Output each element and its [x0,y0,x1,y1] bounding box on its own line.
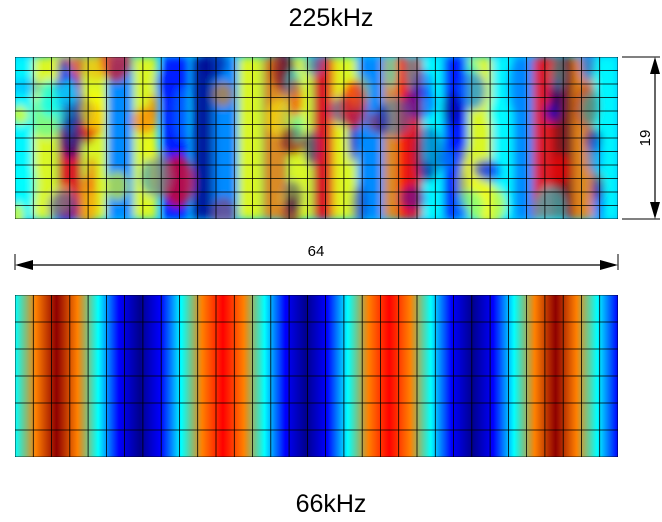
top-panel [15,57,618,219]
top-panel-mesh [15,57,618,219]
width-arrow-right [600,260,618,270]
width-arrow-left [15,260,33,270]
height-dimension-label: 19 [637,130,654,147]
bottom-panel-mesh [15,295,618,457]
width-dimension-label: 64 [308,243,325,260]
bottom-panel [15,295,618,457]
width-dimension: 64 [14,243,619,270]
height-dimension: 19 [622,56,660,220]
height-arrow-top [650,57,660,74]
bottom-panel-title: 66kHz [295,490,367,518]
height-arrow-bottom [650,202,660,219]
top-panel-title: 225kHz [288,4,374,32]
